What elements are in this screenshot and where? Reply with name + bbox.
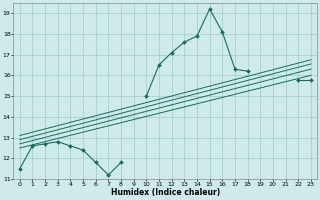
X-axis label: Humidex (Indice chaleur): Humidex (Indice chaleur) bbox=[111, 188, 220, 197]
